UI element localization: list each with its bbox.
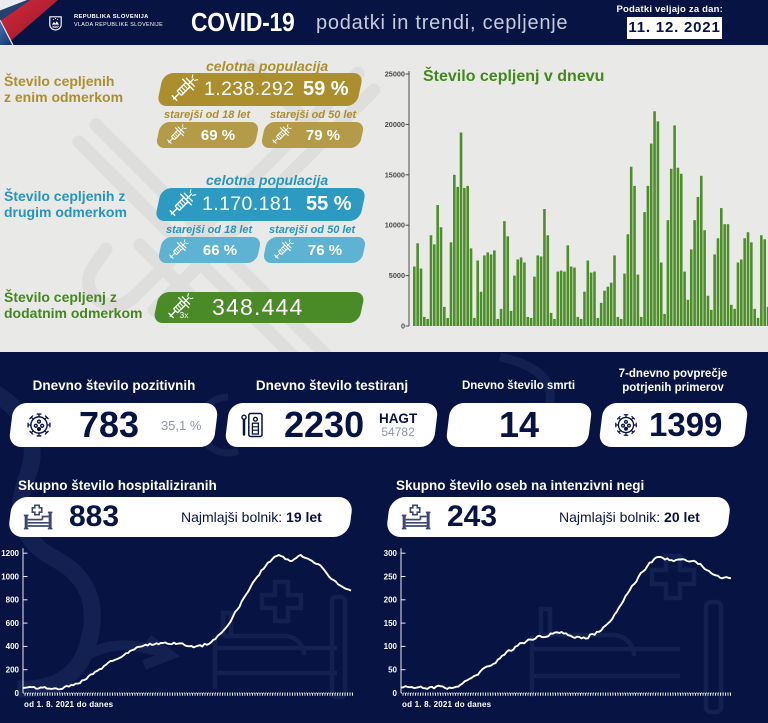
svg-text:1200: 1200 [1, 549, 19, 558]
svg-text:800: 800 [6, 596, 20, 605]
svg-text:0: 0 [15, 689, 20, 698]
svg-text:5000: 5000 [389, 271, 405, 280]
svg-text:25000: 25000 [385, 70, 405, 79]
svg-text:600: 600 [6, 619, 20, 628]
svg-text:100: 100 [384, 642, 398, 651]
svg-text:0: 0 [393, 689, 398, 698]
svg-text:150: 150 [384, 619, 398, 628]
svg-text:0: 0 [401, 322, 405, 331]
svg-text:1000: 1000 [1, 572, 19, 581]
svg-text:20000: 20000 [385, 120, 405, 129]
svg-text:400: 400 [6, 642, 20, 651]
svg-text:15000: 15000 [385, 170, 405, 179]
svg-text:10000: 10000 [385, 221, 405, 230]
svg-text:200: 200 [384, 596, 398, 605]
svg-text:300: 300 [384, 549, 398, 558]
svg-text:250: 250 [384, 572, 398, 581]
svg-text:50: 50 [388, 666, 397, 675]
svg-text:200: 200 [6, 666, 20, 675]
